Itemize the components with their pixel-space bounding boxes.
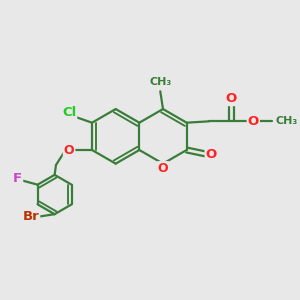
Text: F: F (13, 172, 22, 185)
Text: O: O (226, 92, 237, 105)
Text: O: O (158, 162, 168, 175)
Text: Cl: Cl (62, 106, 76, 119)
Text: CH₃: CH₃ (276, 116, 298, 126)
Text: Br: Br (22, 210, 39, 224)
Text: CH₃: CH₃ (149, 77, 171, 87)
Text: O: O (206, 148, 217, 160)
Text: O: O (248, 115, 259, 128)
Text: O: O (64, 143, 74, 157)
